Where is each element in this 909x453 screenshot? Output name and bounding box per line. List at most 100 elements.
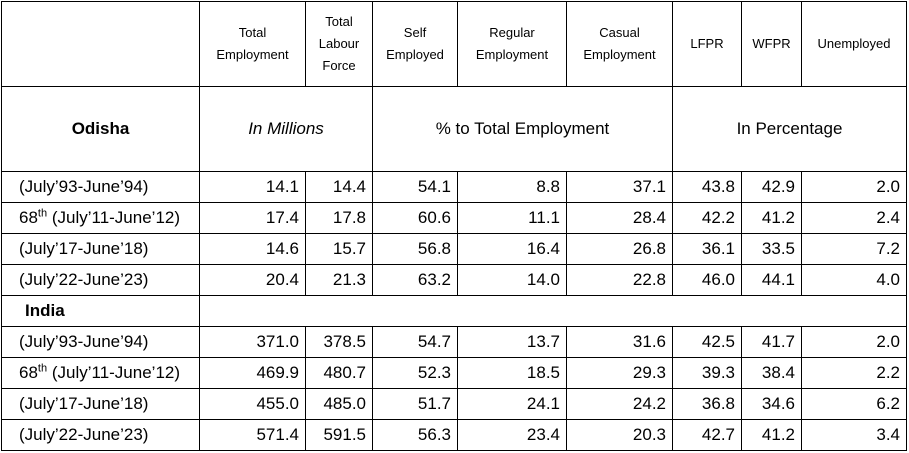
value-cell: 24.1 xyxy=(457,388,567,420)
value-cell: 31.6 xyxy=(566,326,673,358)
unit-in-percentage: In Percentage xyxy=(672,86,907,172)
value-cell: 38.4 xyxy=(741,357,802,389)
header-total-employment: Total Employment xyxy=(199,1,306,87)
value-cell: 16.4 xyxy=(457,233,567,265)
header-total-labour-force: Total Labour Force xyxy=(305,1,373,87)
value-cell: 36.8 xyxy=(672,388,742,420)
value-cell: 2.2 xyxy=(801,357,907,389)
value-cell: 41.2 xyxy=(741,202,802,234)
value-cell: 6.2 xyxy=(801,388,907,420)
unit-in-millions: In Millions xyxy=(199,86,373,172)
period-label: (July’22-June’23) xyxy=(19,425,149,444)
period-cell: 68th (July’11-June’12) xyxy=(1,357,200,389)
value-cell: 42.2 xyxy=(672,202,742,234)
value-cell: 20.3 xyxy=(566,419,673,451)
value-cell: 469.9 xyxy=(199,357,306,389)
table-row: (July’22-June’23) 571.4 591.5 56.3 23.4 20.3 4… xyxy=(1,419,907,451)
period-label: (July’93-June’94) xyxy=(19,332,149,351)
value-cell: 60.6 xyxy=(372,202,458,234)
round-suffix: th xyxy=(37,362,48,375)
value-cell: 41.2 xyxy=(741,419,802,451)
period-label: (July’17-June’18) xyxy=(19,239,149,258)
period-cell: (July’17-June’18) xyxy=(1,388,200,420)
period-cell: (July’93-June’94) xyxy=(1,326,200,358)
value-cell: 23.4 xyxy=(457,419,567,451)
header-regular-employment: Regular Employment xyxy=(457,1,567,87)
value-cell: 11.1 xyxy=(457,202,567,234)
value-cell: 14.4 xyxy=(305,171,373,203)
value-cell: 33.5 xyxy=(741,233,802,265)
value-cell: 13.7 xyxy=(457,326,567,358)
value-cell: 591.5 xyxy=(305,419,373,451)
value-cell: 42.9 xyxy=(741,171,802,203)
value-cell: 54.7 xyxy=(372,326,458,358)
value-cell: 44.1 xyxy=(741,264,802,296)
value-cell: 39.3 xyxy=(672,357,742,389)
header-casual-employment: Casual Employment xyxy=(566,1,673,87)
value-cell: 46.0 xyxy=(672,264,742,296)
table-row: 68th (July’11-June’12) 17.4 17.8 60.6 11.1 28… xyxy=(1,202,907,234)
period-cell: (July’22-June’23) xyxy=(1,264,200,296)
value-cell: 42.7 xyxy=(672,419,742,451)
region-label-odisha: Odisha xyxy=(1,86,200,172)
period-label: (July’11-June’12) xyxy=(47,363,181,382)
value-cell: 3.4 xyxy=(801,419,907,451)
value-cell: 18.5 xyxy=(457,357,567,389)
value-cell: 51.7 xyxy=(372,388,458,420)
value-cell: 29.3 xyxy=(566,357,673,389)
table-row: 68th (July’11-June’12) 469.9 480.7 52.3 18.5… xyxy=(1,357,907,389)
value-cell: 15.7 xyxy=(305,233,373,265)
header-wfpr: WFPR xyxy=(741,1,802,87)
value-cell: 14.1 xyxy=(199,171,306,203)
table-row: (July’93-June’94) 14.1 14.4 54.1 8.8 37.1 43.8… xyxy=(1,171,907,203)
value-cell: 14.0 xyxy=(457,264,567,296)
value-cell: 24.2 xyxy=(566,388,673,420)
value-cell: 20.4 xyxy=(199,264,306,296)
period-cell: (July’17-June’18) xyxy=(1,233,200,265)
round-number: 68 xyxy=(19,363,38,382)
value-cell: 52.3 xyxy=(372,357,458,389)
value-cell: 42.5 xyxy=(672,326,742,358)
india-rows: (July’93-June’94) 371.0 378.5 54.7 13.7 31.6 4… xyxy=(1,326,907,451)
value-cell: 14.6 xyxy=(199,233,306,265)
header-self-employed: Self Employed xyxy=(372,1,458,87)
value-cell: 485.0 xyxy=(305,388,373,420)
value-cell: 56.8 xyxy=(372,233,458,265)
value-cell: 17.4 xyxy=(199,202,306,234)
header-row: Total Employment Total Labour Force Self… xyxy=(1,1,907,87)
value-cell: 36.1 xyxy=(672,233,742,265)
value-cell: 2.0 xyxy=(801,171,907,203)
period-label: (July’93-June’94) xyxy=(19,177,149,196)
table-row: (July’17-June’18) 455.0 485.0 51.7 24.1 24.2 3… xyxy=(1,388,907,420)
period-cell: (July’22-June’23) xyxy=(1,419,200,451)
value-cell: 28.4 xyxy=(566,202,673,234)
table-row: (July’17-June’18) 14.6 15.7 56.8 16.4 26.8 36.… xyxy=(1,233,907,265)
value-cell: 34.6 xyxy=(741,388,802,420)
value-cell: 4.0 xyxy=(801,264,907,296)
unit-pct-total-employment: % to Total Employment xyxy=(372,86,673,172)
period-label: (July’22-June’23) xyxy=(19,270,149,289)
value-cell: 17.8 xyxy=(305,202,373,234)
round-number: 68 xyxy=(19,208,38,227)
value-cell: 63.2 xyxy=(372,264,458,296)
table-row: (July’93-June’94) 371.0 378.5 54.7 13.7 31.6 4… xyxy=(1,326,907,358)
value-cell: 56.3 xyxy=(372,419,458,451)
header-unemployed: Unemployed xyxy=(801,1,907,87)
period-cell: (July’93-June’94) xyxy=(1,171,200,203)
value-cell: 26.8 xyxy=(566,233,673,265)
value-cell: 371.0 xyxy=(199,326,306,358)
value-cell: 2.0 xyxy=(801,326,907,358)
period-label: (July’11-June’12) xyxy=(47,208,181,227)
value-cell: 2.4 xyxy=(801,202,907,234)
value-cell: 8.8 xyxy=(457,171,567,203)
subheader-row: Odisha In Millions % to Total Employment… xyxy=(1,86,907,172)
value-cell: 455.0 xyxy=(199,388,306,420)
value-cell: 21.3 xyxy=(305,264,373,296)
table-row: (July’22-June’23) 20.4 21.3 63.2 14.0 22.8 46.… xyxy=(1,264,907,296)
value-cell: 571.4 xyxy=(199,419,306,451)
value-cell: 480.7 xyxy=(305,357,373,389)
header-lfpr: LFPR xyxy=(672,1,742,87)
odisha-rows: (July’93-June’94) 14.1 14.4 54.1 8.8 37.1 43.8… xyxy=(1,171,907,296)
round-suffix: th xyxy=(37,207,48,220)
value-cell: 7.2 xyxy=(801,233,907,265)
